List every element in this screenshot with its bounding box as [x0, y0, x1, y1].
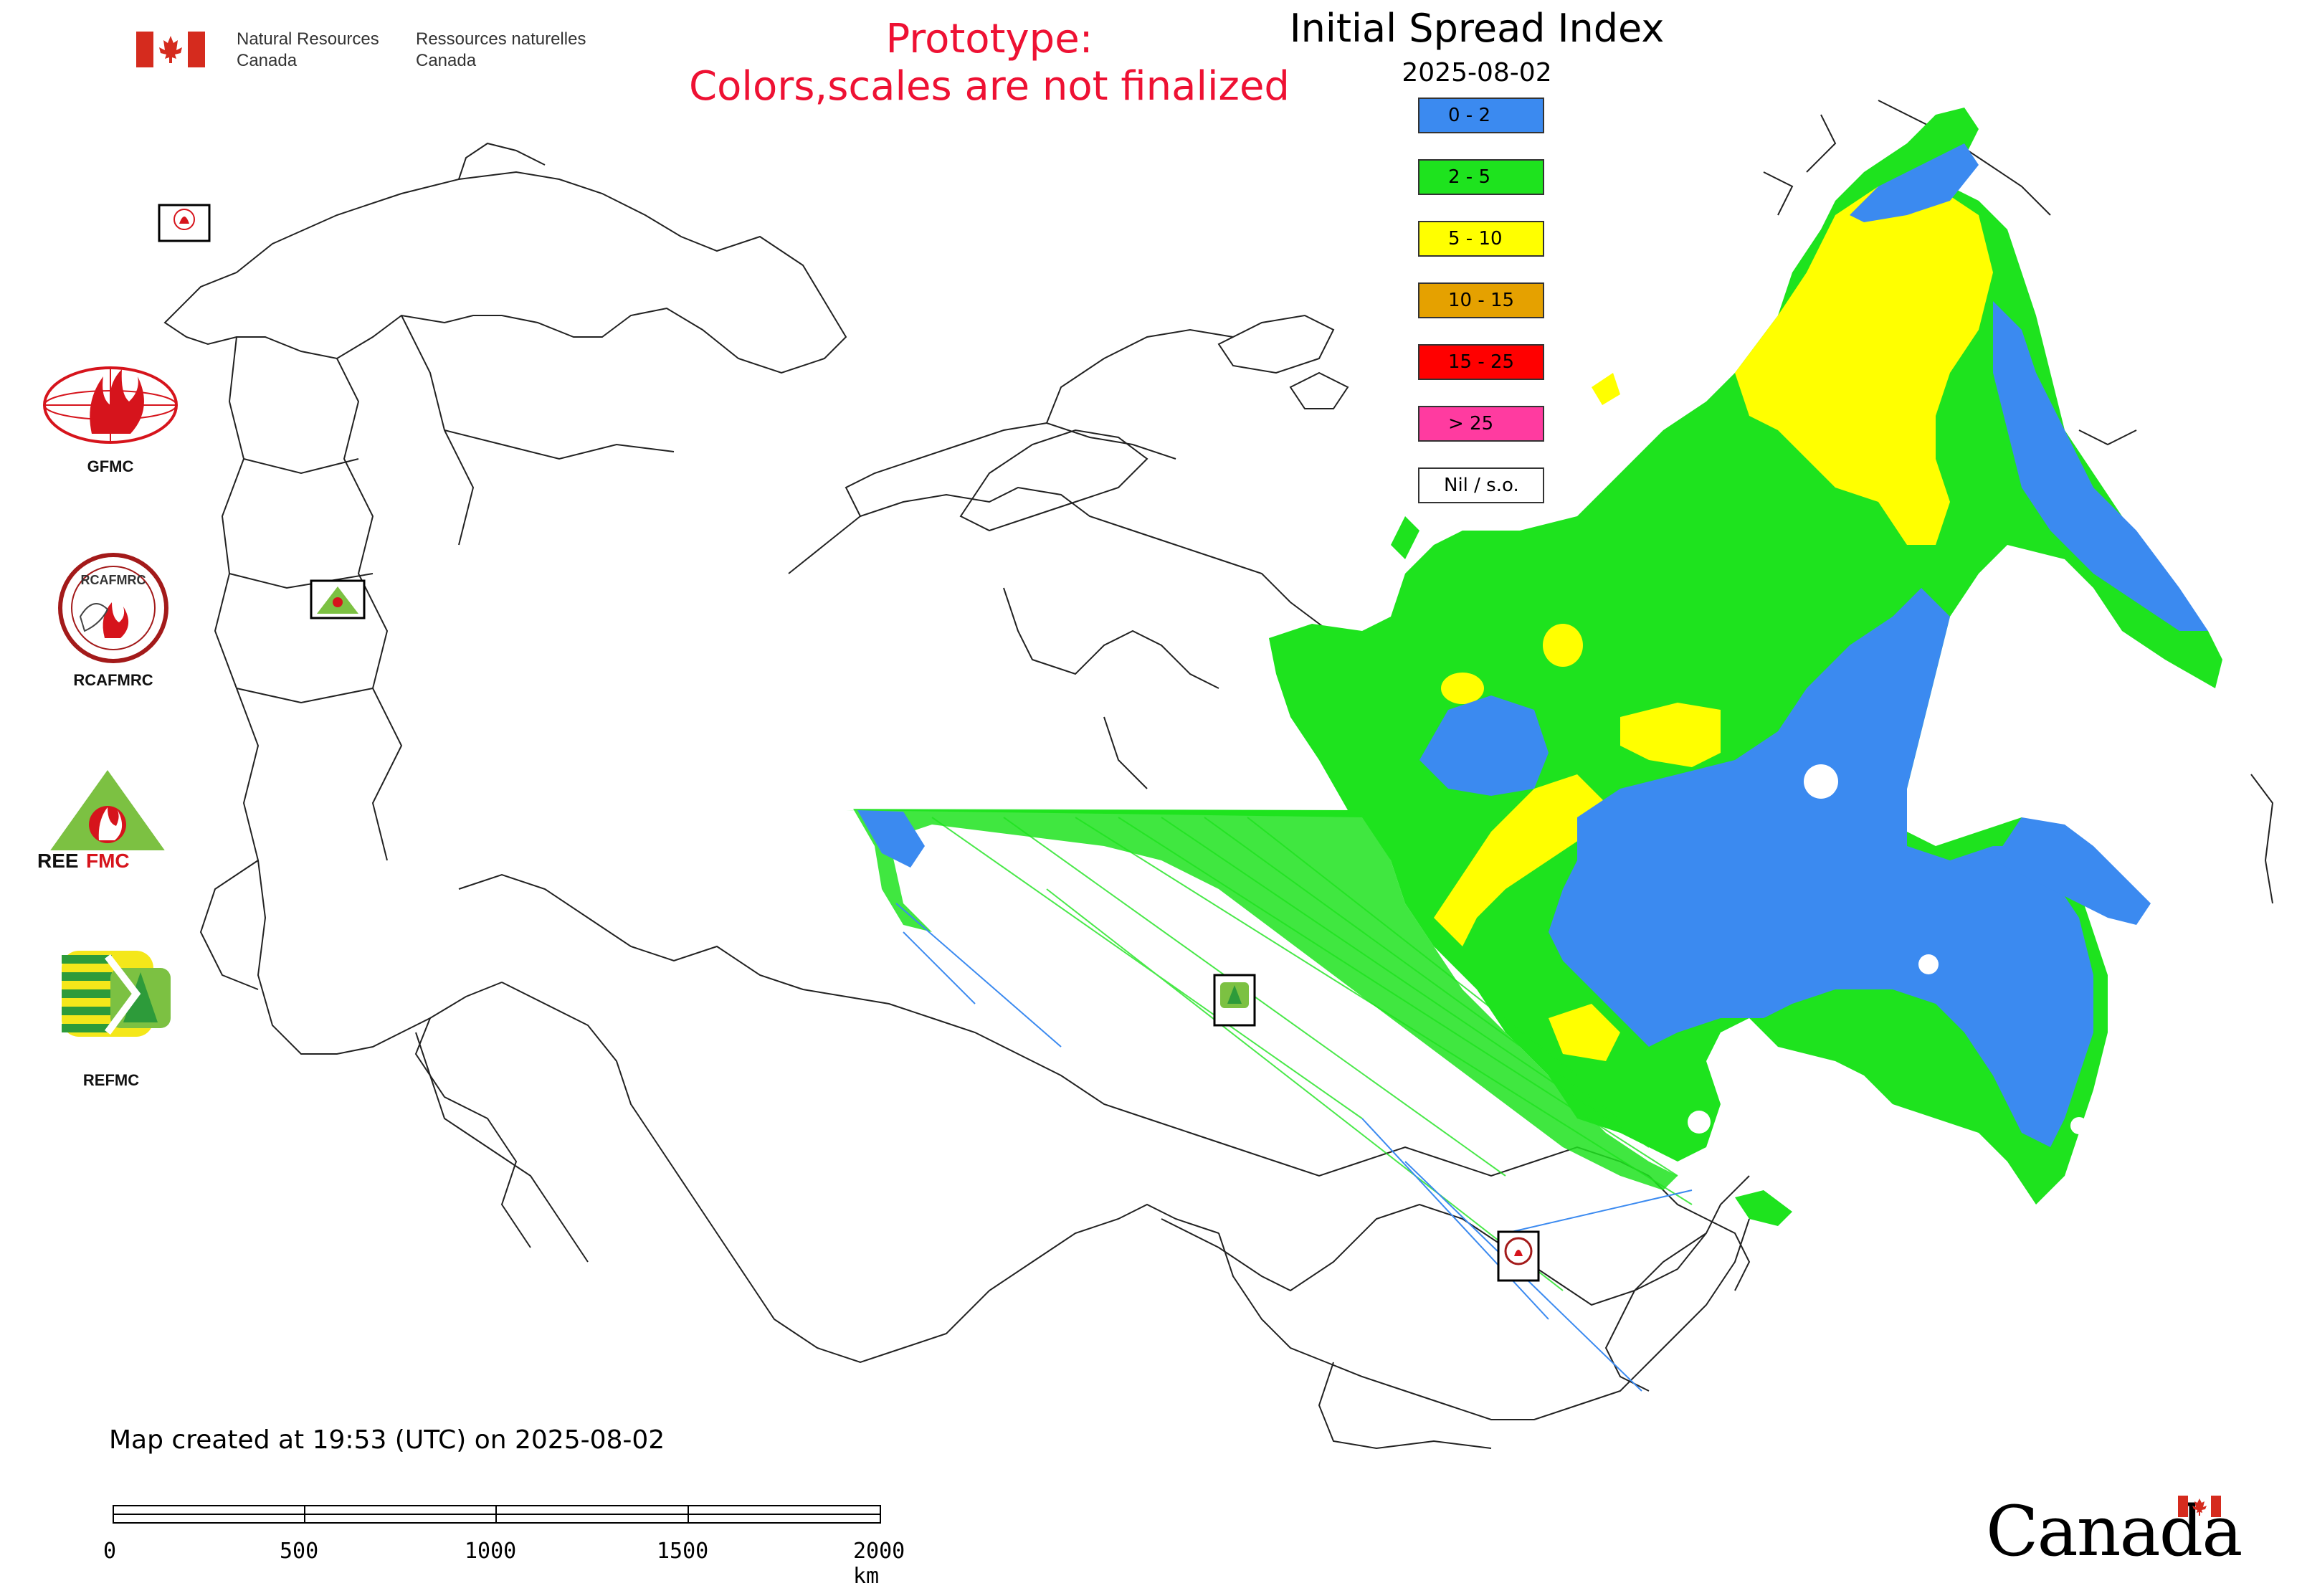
legend-item: Nil / s.o. — [1418, 467, 1544, 503]
isi-nil — [1918, 954, 1939, 974]
isi-nil — [1804, 764, 1838, 799]
prototype-notice: Prototype: Colors,scales are not finaliz… — [645, 16, 1333, 110]
canada-flag-icon — [136, 32, 205, 67]
isi-nil — [1688, 1111, 1711, 1134]
isi-zone-2-5 — [1391, 516, 1419, 559]
scale-tick: 1500 — [657, 1539, 709, 1564]
isi-zone-5-10 — [1434, 774, 1606, 946]
legend-item: 15 - 25 — [1418, 344, 1544, 380]
rcafmrc-label: RCAFMRC — [73, 671, 153, 689]
gfmc-logo — [43, 366, 178, 444]
isi-zone-5-10 — [1620, 703, 1721, 767]
map-logo-refmc — [1213, 974, 1256, 1027]
isi-plume — [853, 809, 1678, 1190]
scale-tick: 1000 — [465, 1539, 517, 1564]
isi-zone-5-10 — [1441, 673, 1484, 704]
reefmc-fmc: FMC — [86, 850, 130, 872]
map-logo-rcafmrc — [1497, 1230, 1540, 1282]
isi-zone-0-2 — [1419, 695, 1549, 796]
map-created-text: Map created at 19:53 (UTC) on 2025-08-02 — [109, 1425, 665, 1455]
legend-item: 10 - 15 — [1418, 282, 1544, 318]
wordmark-flag-icon — [2178, 1496, 2221, 1517]
refmc-logo — [62, 951, 171, 1037]
country-borders — [163, 100, 2274, 1450]
map-logo-reefmc — [310, 579, 366, 619]
isi-zone-2-5 — [1735, 1190, 1792, 1226]
prototype-line2: Colors,scales are not finalized — [689, 63, 1290, 110]
reefmc-logo: REE FMC — [37, 770, 189, 872]
legend-item: 2 - 5 — [1418, 159, 1544, 195]
rcafmrc-logo: RCAFMRC — [58, 553, 168, 663]
legend-item: 0 - 2 — [1418, 98, 1544, 133]
nrcan-signature: Natural Resources Canada Ressources natu… — [136, 29, 609, 72]
isi-zone-0-2 — [1993, 301, 2208, 631]
isi-nil — [2070, 1117, 2088, 1134]
dept-name-fr: Ressources naturelles Canada — [416, 29, 586, 70]
map-date: 2025-08-02 — [1402, 58, 1552, 87]
isi-raster — [846, 108, 2222, 1392]
legend-item: > 25 — [1418, 406, 1544, 442]
dept-name-en: Natural Resources Canada — [237, 29, 379, 70]
isi-zone-5-10 — [1735, 186, 1993, 545]
scale-tick: 2000 km — [853, 1539, 905, 1589]
isi-zone-0-2 — [1549, 588, 2093, 1147]
scale-tick: 500 — [280, 1539, 319, 1564]
scale-bar — [113, 1505, 881, 1524]
isi-zone-0-2 — [1850, 143, 1979, 222]
refmc-label: REFMC — [82, 1071, 140, 1089]
scale-tick: 0 — [103, 1539, 117, 1564]
scale-bar-labels: 0 500 1000 1500 2000 km — [103, 1503, 905, 1589]
isi-zone-0-2 — [1993, 817, 2151, 925]
prototype-line1: Prototype: — [885, 16, 1093, 62]
gfmc-label: GFMC — [87, 457, 134, 475]
isi-zone-5-10 — [1549, 1004, 1620, 1061]
rcafmrc-ring-text: RCAFMRC — [81, 573, 146, 587]
isi-zone-0-2 — [857, 810, 925, 868]
map-logo-gfmc — [158, 204, 211, 242]
isi-streaks — [931, 817, 1693, 1291]
map-title: Initial Spread Index — [1289, 6, 1665, 51]
reefmc-ree: REE — [37, 850, 79, 872]
legend-item: 5 - 10 — [1418, 221, 1544, 257]
isi-zone-5-10 — [1543, 624, 1583, 667]
isi-zone-5-10 — [1592, 373, 1620, 405]
